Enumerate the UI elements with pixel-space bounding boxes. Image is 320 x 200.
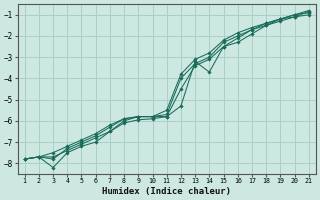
X-axis label: Humidex (Indice chaleur): Humidex (Indice chaleur) [102,187,231,196]
